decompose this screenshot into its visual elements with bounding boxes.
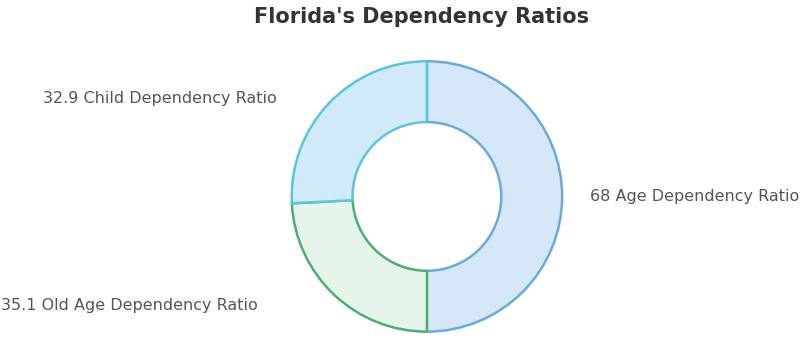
Wedge shape [427,61,562,332]
Title: Florida's Dependency Ratios: Florida's Dependency Ratios [254,7,589,27]
Wedge shape [292,200,427,332]
Text: 68 Age Dependency Ratio: 68 Age Dependency Ratio [590,189,799,204]
Text: 35.1 Old Age Dependency Ratio: 35.1 Old Age Dependency Ratio [1,298,258,313]
Wedge shape [292,61,427,203]
Text: 32.9 Child Dependency Ratio: 32.9 Child Dependency Ratio [43,91,277,106]
